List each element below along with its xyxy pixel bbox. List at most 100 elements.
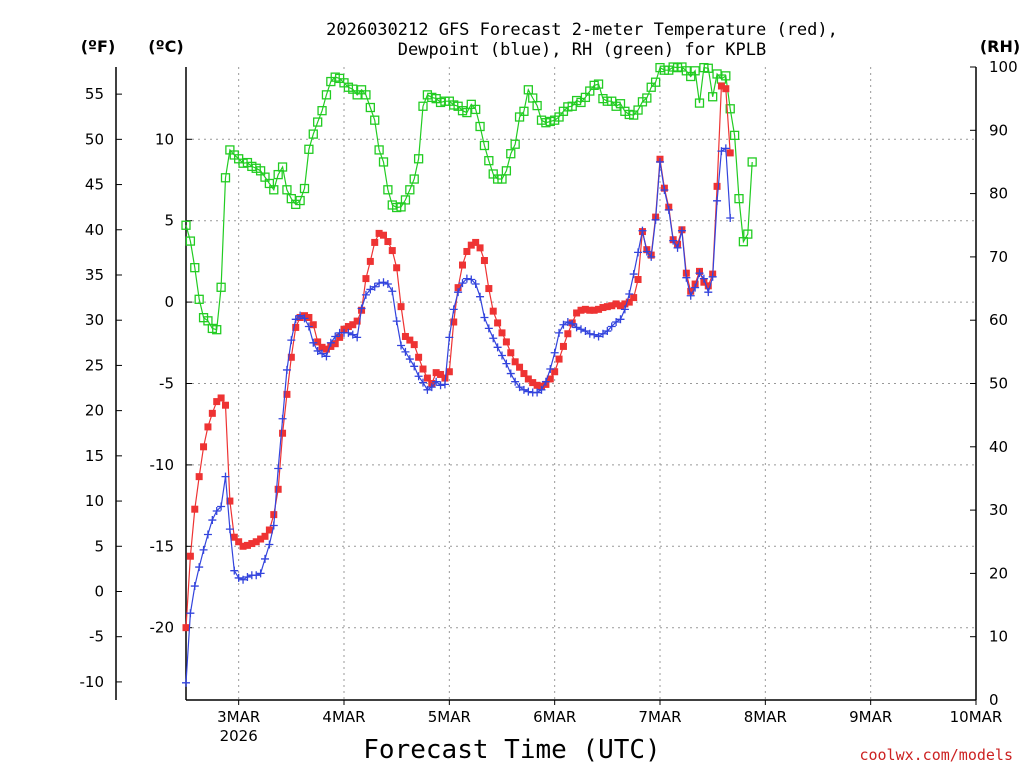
rh-point <box>216 282 226 292</box>
dewpoint-point <box>498 351 506 360</box>
x-tick-label: 8MAR <box>744 708 787 726</box>
rh-point <box>190 263 200 273</box>
dewpoint-point <box>476 292 485 301</box>
dewpoint-point <box>265 540 274 549</box>
rh-point <box>321 90 332 100</box>
temperature-point <box>283 390 291 398</box>
temperature-point <box>454 284 462 292</box>
dewpoint-point <box>511 377 520 386</box>
dewpoint-point <box>489 334 498 343</box>
temperature-point <box>314 338 322 346</box>
temperature-point <box>279 429 287 437</box>
dewpoint-point <box>440 380 449 389</box>
rh-point <box>519 106 529 116</box>
dewpoint-point <box>274 464 283 473</box>
rh-point <box>194 294 204 304</box>
rh-point <box>365 102 375 113</box>
dewpoint-point <box>493 343 502 352</box>
rh-point <box>690 66 700 76</box>
dewpoint-point <box>423 385 432 394</box>
chart-title-line2: Dewpoint (blue), RH (green) for KPLB <box>398 40 766 60</box>
rh-point <box>220 173 231 183</box>
temperature-point <box>463 247 471 255</box>
rh-point <box>532 100 542 111</box>
dewpoint-point <box>708 272 717 281</box>
x-tick-label: 5MAR <box>428 708 471 726</box>
dewpoint-point <box>721 144 730 153</box>
temperature-point <box>270 511 278 519</box>
rh-tick-label: 80 <box>989 185 1008 203</box>
rh-point <box>471 104 481 115</box>
dewpoint-point <box>607 322 616 331</box>
dewpoint-point <box>533 388 542 397</box>
dewpoint-point <box>467 275 476 284</box>
dewpoint-point <box>414 372 423 381</box>
dewpoint-point <box>234 573 243 582</box>
rh-point <box>313 117 323 127</box>
temperature-point <box>437 370 445 378</box>
temperature-point <box>230 533 238 541</box>
temperature-point <box>502 338 510 346</box>
dewpoint-point <box>594 332 603 341</box>
dewpoint-point <box>577 325 585 334</box>
fahrenheit-tick-label: 35 <box>85 266 104 284</box>
dewpoint-point <box>296 311 305 320</box>
dewpoint-point <box>357 304 366 313</box>
rh-tick-label: 100 <box>989 58 1018 76</box>
dewpoint-point <box>638 226 647 235</box>
dewpoint-point <box>221 472 230 481</box>
temperature-point <box>186 552 194 560</box>
dewpoint-point <box>651 215 660 224</box>
dewpoint-point <box>506 369 515 378</box>
dewpoint-point <box>616 315 625 324</box>
dewpoint-point <box>256 569 265 578</box>
fahrenheit-tick-label: 20 <box>85 402 104 420</box>
dewpoint-point <box>217 502 226 511</box>
x-tick-label: 7MAR <box>638 708 681 726</box>
temperature-point <box>419 365 427 373</box>
celsius-tick-label: 10 <box>155 130 174 148</box>
dewpoint-point <box>686 291 695 300</box>
rh-point <box>694 98 705 108</box>
dewpoint-point <box>629 270 638 279</box>
dewpoint-point <box>515 383 524 392</box>
dewpoint-point <box>379 278 388 287</box>
rh-point <box>413 154 424 164</box>
temperature-point <box>713 182 721 190</box>
credit-link[interactable]: coolwx.com/models <box>859 746 1013 764</box>
x-tick-label: 3MAR <box>217 708 260 726</box>
dewpoint-point <box>252 571 261 580</box>
temperature-point <box>274 485 282 493</box>
celsius-axis-unit: (ºC) <box>148 37 183 56</box>
dewpoint-point <box>546 365 555 374</box>
rh-axis-unit: (RH) <box>980 37 1020 56</box>
temperature-point <box>213 398 221 406</box>
temperature-point <box>726 149 734 157</box>
temperature-point <box>292 323 300 331</box>
temperature-point <box>318 343 326 351</box>
dewpoint-point <box>669 236 678 245</box>
dewpoint-point <box>581 327 590 336</box>
dewpoint-point <box>682 273 691 282</box>
rh-point <box>383 185 393 195</box>
celsius-tick-label: 0 <box>164 293 174 311</box>
dewpoint-point <box>454 288 463 297</box>
temperature-point <box>257 535 265 543</box>
dewpoint-point <box>612 318 621 327</box>
temperature-point <box>248 540 256 548</box>
rh-point <box>501 166 512 176</box>
rh-point <box>409 174 419 184</box>
fahrenheit-tick-label: 40 <box>85 221 104 239</box>
dewpoint-point <box>353 333 362 342</box>
temperature-point <box>507 349 515 357</box>
dewpoint-point <box>287 336 296 345</box>
dewpoint-series <box>182 144 735 687</box>
dewpoint-point <box>568 319 577 328</box>
temperature-point <box>480 257 488 265</box>
dewpoint-point <box>524 387 533 396</box>
temperature-point <box>564 330 572 338</box>
temperature-point <box>353 317 361 325</box>
x-tick-label: 9MAR <box>849 708 892 726</box>
dewpoint-point <box>502 359 511 368</box>
temperature-point <box>336 333 344 341</box>
